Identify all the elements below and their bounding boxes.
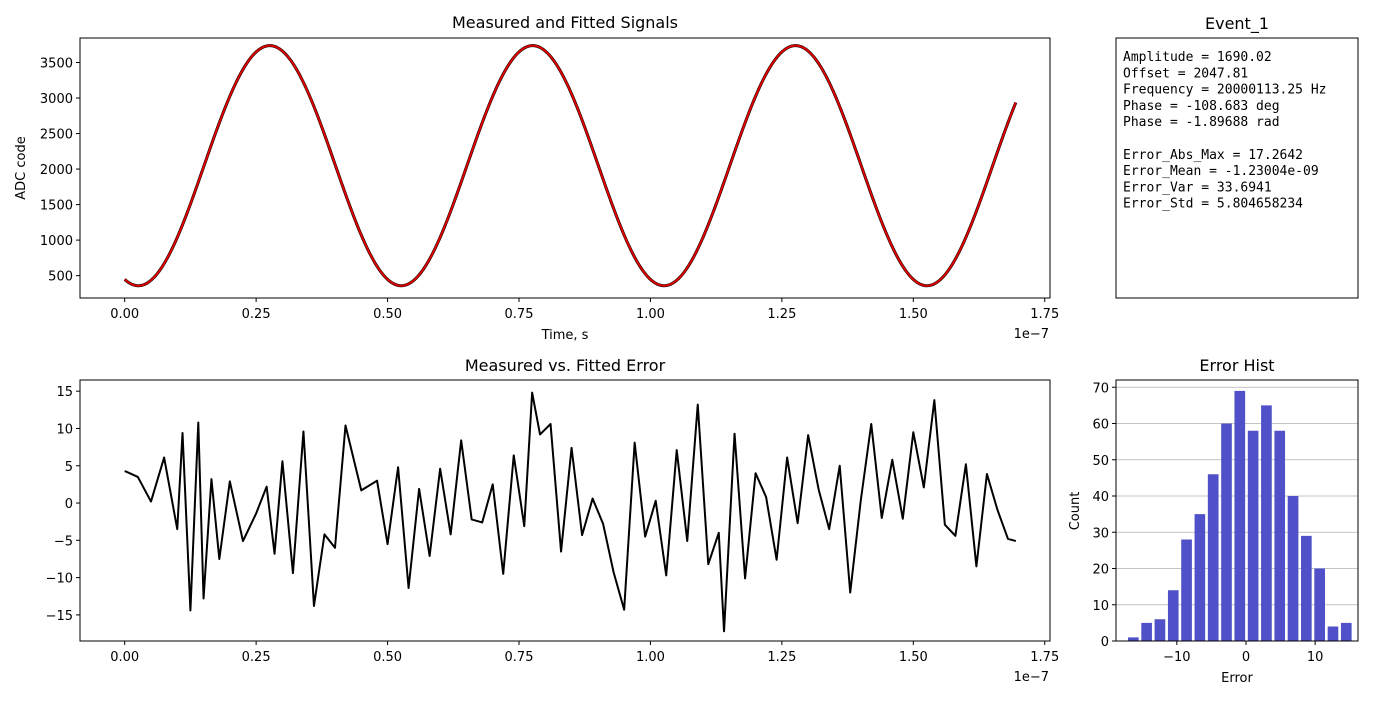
hist-bar — [1274, 430, 1286, 641]
hist-xtick-label: 10 — [1307, 650, 1324, 665]
error-ytick-label: 0 — [65, 497, 73, 512]
signal-ytick-label: 2000 — [40, 163, 73, 178]
signal-xtick-label: 0.00 — [110, 307, 139, 322]
error-xtick-label: 0.25 — [242, 650, 271, 665]
signal-xtick-label: 0.25 — [242, 307, 271, 322]
signal-plot: Measured and Fitted Signals Time, s ADC … — [14, 13, 1059, 343]
signal-series-line — [123, 44, 1018, 288]
hist-bar — [1261, 405, 1272, 641]
signal-xtick-label: 1.00 — [636, 307, 665, 322]
hist-bar — [1154, 619, 1166, 641]
hist-bar — [1301, 535, 1312, 641]
hist-xtick-label: −10 — [1163, 650, 1190, 665]
signal-plot-title: Measured and Fitted Signals — [452, 13, 678, 32]
hist-bar — [1207, 474, 1219, 641]
error-ytick-label: −15 — [46, 609, 73, 624]
event-info-line: Amplitude = 1690.02 — [1123, 50, 1272, 65]
hist-bar — [1194, 514, 1206, 641]
signal-xtick-label: 0.50 — [373, 307, 402, 322]
error-plot-x-offset: 1e−7 — [1014, 670, 1049, 685]
error-xtick-label: 1.50 — [899, 650, 928, 665]
hist-bar — [1141, 622, 1152, 641]
event-info-line: Error_Var = 33.6941 — [1123, 180, 1272, 195]
error-xtick-label: 1.25 — [767, 650, 796, 665]
error-xtick-label: 0.50 — [373, 650, 402, 665]
hist-ytick-label: 10 — [1092, 599, 1109, 614]
signal-ytick-label: 1000 — [40, 234, 73, 249]
hist-bar — [1314, 568, 1325, 641]
error-plot: Measured vs. Fitted Error 1e−7 0.00 0.25 0… — [46, 356, 1060, 685]
error-histogram-xlabel: Error — [1221, 671, 1253, 686]
event-info-line: Error_Std = 5.804658234 — [1123, 197, 1303, 212]
signal-xtick-label: 1.25 — [767, 307, 796, 322]
event-info-title: Event_1 — [1205, 14, 1269, 34]
signal-xtick-label: 0.75 — [505, 307, 534, 322]
hist-bar — [1221, 423, 1232, 641]
hist-bar — [1234, 390, 1246, 641]
signal-plot-ylabel: ADC code — [14, 136, 29, 199]
hist-bar — [1181, 539, 1192, 641]
event-info-line: Offset = 2047.81 — [1123, 66, 1248, 81]
hist-bar — [1167, 590, 1179, 641]
error-ytick-label: 10 — [56, 422, 73, 437]
signal-plot-xlabel: Time, s — [541, 328, 589, 343]
error-ytick-label: −5 — [54, 534, 73, 549]
error-xtick-label: 1.00 — [636, 650, 665, 665]
error-histogram-marks: −10 0 10 0 10 20 30 40 50 60 70 — [1092, 381, 1358, 665]
signal-series-line — [124, 44, 1017, 287]
error-histogram-ylabel: Count — [1068, 492, 1083, 531]
error-ytick-label: 5 — [65, 460, 73, 475]
signal-xtick-label: 1.50 — [899, 307, 928, 322]
error-histogram-frame — [1115, 379, 1359, 642]
hist-ytick-label: 50 — [1092, 454, 1109, 469]
error-plot-frame — [79, 379, 1051, 642]
hist-xtick-label: 0 — [1242, 650, 1250, 665]
signal-plot-marks: 0.00 0.25 0.50 0.75 1.00 1.25 1.50 1.75 500 1000 1… — [40, 44, 1059, 322]
error-xtick-label: 0.00 — [110, 650, 139, 665]
signal-ytick-label: 2500 — [40, 128, 73, 143]
event-info-line: Error_Mean = -1.23004e-09 — [1123, 164, 1319, 179]
signal-ytick-label: 3500 — [40, 57, 73, 72]
hist-bar — [1287, 496, 1299, 641]
hist-bar — [1327, 626, 1339, 641]
signal-ytick-label: 1500 — [40, 199, 73, 214]
event-info-line: Phase = -1.89688 rad — [1123, 115, 1280, 130]
event-info-frame — [1115, 37, 1359, 299]
signal-plot-frame — [79, 37, 1051, 299]
signal-ytick-label: 3000 — [40, 92, 73, 107]
hist-ytick-label: 30 — [1092, 526, 1109, 541]
signal-xtick-label: 1.75 — [1030, 307, 1059, 322]
error-series-line — [124, 391, 1017, 633]
hist-bar — [1127, 637, 1139, 641]
signal-plot-x-offset: 1e−7 — [1014, 327, 1049, 342]
hist-ytick-label: 0 — [1101, 635, 1109, 650]
hist-ytick-label: 70 — [1092, 381, 1109, 396]
hist-ytick-label: 20 — [1092, 563, 1109, 578]
error-histogram-title: Error Hist — [1199, 356, 1274, 375]
error-xtick-label: 0.75 — [505, 650, 534, 665]
error-xtick-label: 1.75 — [1030, 650, 1059, 665]
hist-bar — [1247, 430, 1259, 641]
error-ytick-label: 15 — [56, 385, 73, 400]
error-histogram: Error Hist Error Count −10 0 10 0 10 20 30 40 50… — [1068, 356, 1359, 686]
event-info-line: Frequency = 20000113.25 Hz — [1123, 83, 1327, 98]
signal-ytick-label: 500 — [48, 270, 73, 285]
hist-ytick-label: 60 — [1092, 418, 1109, 433]
hist-bar — [1340, 622, 1352, 641]
error-ytick-label: −10 — [46, 572, 73, 587]
error-plot-marks: 0.00 0.25 0.50 0.75 1.00 1.25 1.50 1.75 −15 −10 −5… — [46, 385, 1060, 665]
event-info-line: Phase = -108.683 deg — [1123, 99, 1280, 114]
hist-ytick-label: 40 — [1092, 490, 1109, 505]
error-plot-title: Measured vs. Fitted Error — [465, 356, 666, 375]
event-info-line: Error_Abs_Max = 17.2642 — [1123, 148, 1303, 163]
